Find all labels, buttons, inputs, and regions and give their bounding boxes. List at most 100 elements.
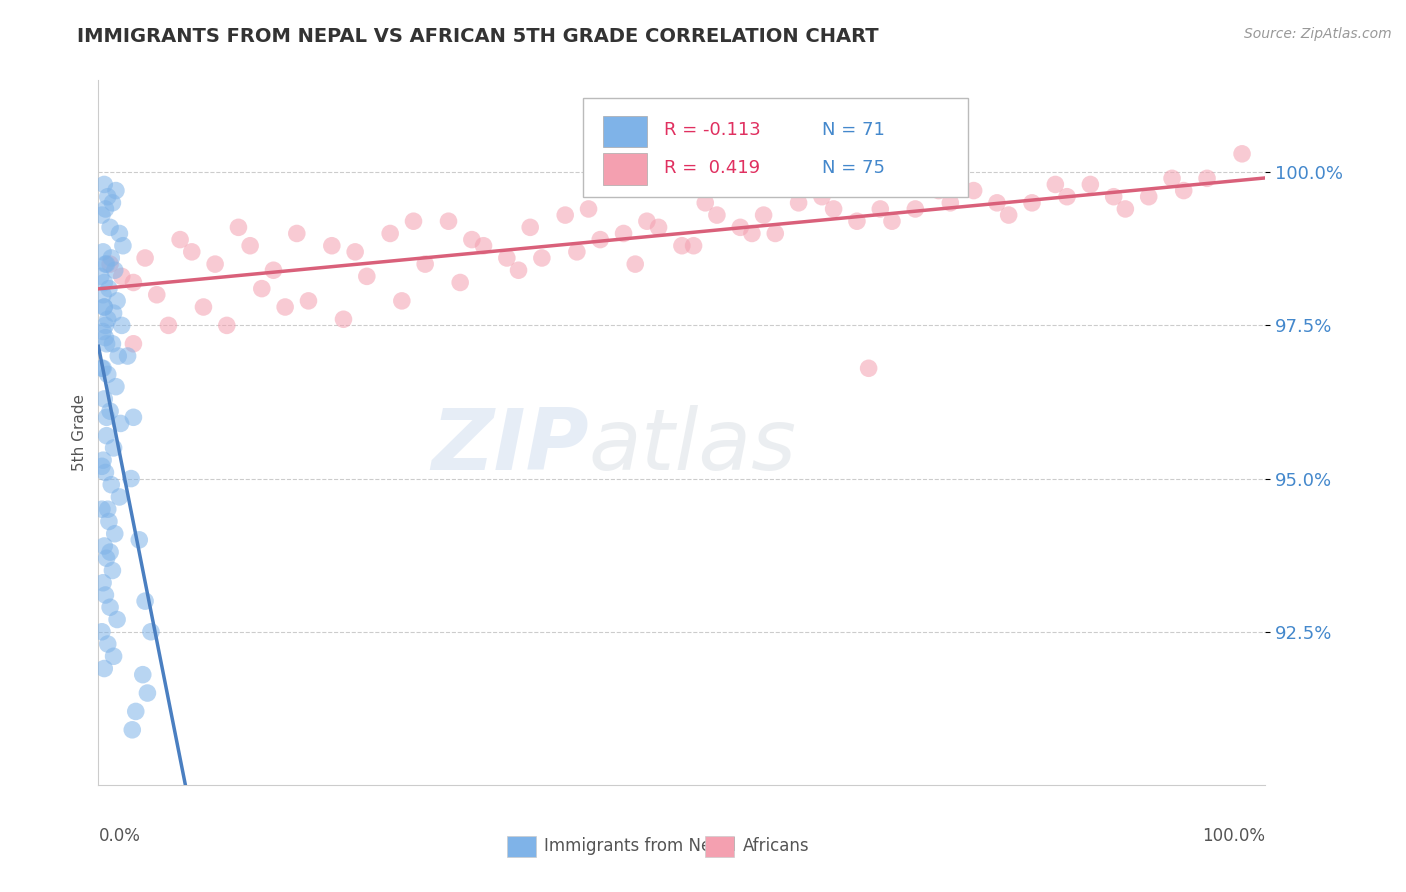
Text: 100.0%: 100.0% [1202,827,1265,845]
Point [121,723,143,737]
Point [96,336,118,351]
Point [107,349,129,363]
Point [869,202,891,216]
Point [1230,146,1253,161]
Point [104,263,127,277]
Point [101,195,124,210]
Point [90,208,112,222]
Point [858,361,880,376]
FancyBboxPatch shape [508,836,536,857]
Point [125,705,148,719]
Point [578,202,600,216]
Point [122,276,145,290]
Text: 0.0%: 0.0% [98,827,141,845]
Text: ZIP: ZIP [430,405,589,488]
Point [846,214,869,228]
Point [90,502,112,516]
Point [103,649,125,664]
Point [228,220,250,235]
Point [111,269,134,284]
Point [110,417,132,431]
Point [274,300,297,314]
Point [94,588,117,602]
Point [402,214,425,228]
Point [128,533,150,547]
Point [98,545,121,559]
Point [496,251,519,265]
Point [1102,190,1125,204]
Point [100,477,122,491]
Point [437,214,460,228]
Point [962,184,984,198]
Point [98,220,121,235]
FancyBboxPatch shape [603,153,647,185]
Point [461,233,484,247]
Point [1173,184,1195,198]
Point [91,244,114,259]
Point [250,282,273,296]
Point [752,208,775,222]
Point [472,238,495,252]
Point [98,257,121,271]
Point [157,318,180,333]
Point [356,269,378,284]
Point [180,244,202,259]
Point [93,300,115,314]
Point [823,202,845,216]
Text: Source: ZipAtlas.com: Source: ZipAtlas.com [1244,27,1392,41]
Point [730,220,752,235]
Point [695,195,717,210]
Text: IMMIGRANTS FROM NEPAL VS AFRICAN 5TH GRADE CORRELATION CHART: IMMIGRANTS FROM NEPAL VS AFRICAN 5TH GRA… [77,27,879,45]
Point [104,184,127,198]
Point [108,227,131,241]
FancyBboxPatch shape [603,115,647,147]
Point [101,564,124,578]
Point [103,306,125,320]
FancyBboxPatch shape [706,836,734,857]
Point [1045,178,1067,192]
Point [97,637,120,651]
Point [97,190,120,204]
Point [91,361,114,376]
Point [612,227,634,241]
Point [91,325,114,339]
Point [262,263,284,277]
Point [1161,171,1184,186]
Point [97,282,120,296]
Point [93,300,115,314]
Point [90,624,112,639]
Point [449,276,471,290]
Point [508,263,530,277]
Point [297,293,319,308]
Text: atlas: atlas [589,405,797,488]
Point [1080,178,1102,192]
Point [1021,195,1043,210]
Point [132,667,155,681]
Point [671,238,693,252]
Point [91,575,114,590]
Point [97,312,120,326]
Point [682,238,704,252]
Point [96,551,118,566]
Point [94,466,117,480]
Point [97,515,120,529]
Point [91,453,114,467]
Point [939,195,962,210]
Point [94,257,117,271]
Point [344,244,367,259]
Point [97,502,120,516]
Point [380,227,402,241]
Point [105,613,128,627]
Text: Africans: Africans [742,838,810,855]
Point [706,208,728,222]
Point [647,220,669,235]
Point [90,459,112,474]
Point [554,208,576,222]
Point [93,661,115,675]
Point [636,214,658,228]
Point [146,287,169,301]
Point [134,594,156,608]
Point [239,238,262,252]
Point [787,195,810,210]
Point [104,379,127,393]
